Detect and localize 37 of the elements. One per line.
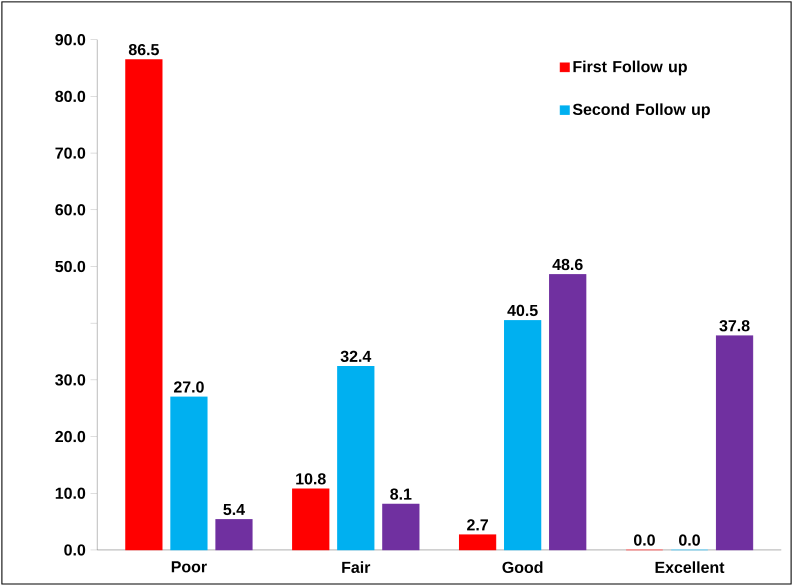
x-tick-label: Fair — [342, 561, 370, 574]
y-tick-label: 50.0 — [55, 260, 86, 272]
y-tick-label: 90.0 — [55, 34, 86, 46]
data-label: 2.7 — [467, 519, 488, 530]
y-tick-label: 20.0 — [55, 430, 86, 442]
bar — [125, 59, 162, 550]
bar — [549, 274, 586, 550]
y-tick-label: 70.0 — [55, 148, 86, 159]
bar — [292, 488, 330, 550]
bar — [382, 504, 420, 550]
data-label: 5.4 — [223, 504, 245, 516]
y-tick-label: 60.0 — [55, 204, 86, 216]
legend-label: First Follow up — [573, 60, 687, 76]
data-label: 0.0 — [634, 534, 655, 546]
data-label: 32.4 — [340, 350, 372, 362]
y-tick-label: 30.0 — [55, 374, 86, 386]
y-tick-label: 0.0 — [64, 544, 86, 556]
x-tick-label: Excellent — [656, 561, 724, 574]
data-label: 40.5 — [507, 304, 538, 316]
bar — [716, 335, 754, 550]
bar — [215, 519, 253, 550]
data-label: 8.1 — [390, 488, 412, 500]
data-label: 27.0 — [174, 381, 204, 393]
data-label: 48.6 — [552, 258, 583, 270]
data-label: 37.8 — [719, 320, 750, 332]
y-tick-label: 80.0 — [55, 90, 86, 102]
bar — [337, 366, 374, 550]
x-tick-label: Good — [502, 561, 542, 574]
bar — [170, 396, 208, 550]
x-tick-label: Poor — [172, 561, 207, 572]
data-label: 10.8 — [296, 473, 326, 485]
legend-label: Second Follow up — [572, 103, 710, 118]
bar — [458, 534, 496, 550]
bar — [504, 320, 542, 550]
data-label: 0.0 — [679, 534, 700, 546]
data-label: 86.5 — [128, 44, 159, 56]
y-tick-label: 10.0 — [56, 488, 86, 499]
